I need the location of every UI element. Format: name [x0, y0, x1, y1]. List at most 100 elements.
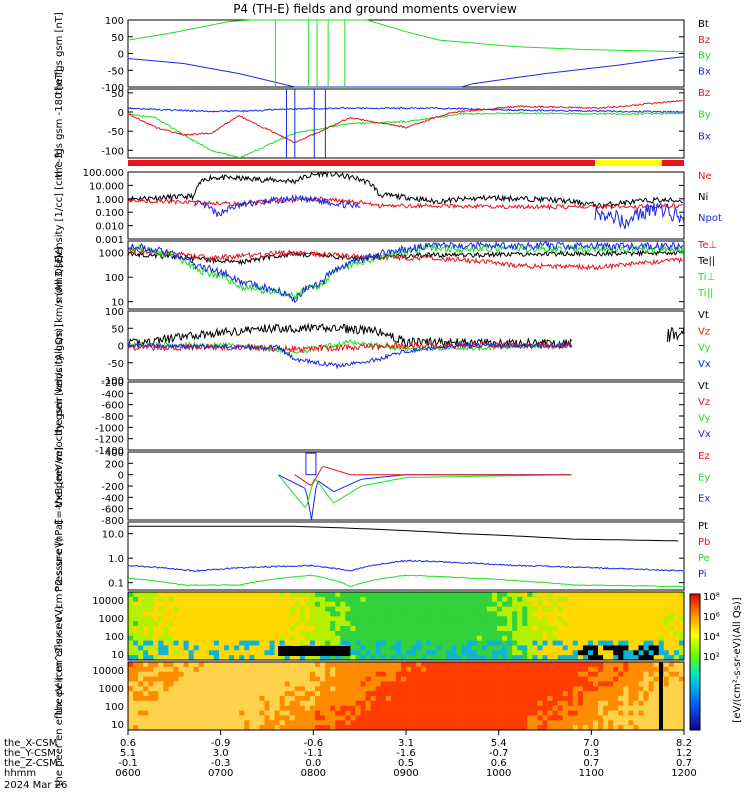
spectrogram-cell [678, 645, 685, 651]
spectrogram-cell [198, 650, 205, 656]
spectrogram-cell [395, 705, 402, 711]
spectrogram-cell [532, 655, 538, 661]
x-axis-value: 0700 [208, 768, 233, 779]
spectrogram-cell [153, 655, 159, 661]
spectrogram-cell [365, 725, 372, 731]
spectrogram-cell [183, 715, 190, 721]
spectrogram-cell [203, 640, 210, 646]
spectrogram-cell [486, 645, 493, 651]
spectrogram-cell [198, 606, 205, 612]
spectrogram-cell [547, 655, 553, 661]
spectrogram-cell [678, 671, 685, 677]
spectrogram-cell [507, 700, 513, 707]
spectrogram-cell [158, 592, 164, 598]
spectrogram-cell [446, 596, 452, 603]
spectrogram-cell [451, 676, 457, 682]
spectrogram-cell [133, 671, 139, 677]
spectrogram-cell [259, 635, 265, 641]
spectrogram-cell [193, 662, 200, 668]
spectrogram-cell [299, 606, 306, 612]
spectrogram-cell [244, 592, 250, 598]
spectrogram-cell [426, 676, 432, 682]
x-axis-value: 1200 [671, 768, 696, 779]
y-tick-label: 100 [105, 307, 124, 318]
spectrogram-cell [375, 626, 382, 632]
spectrogram-cell [643, 676, 650, 682]
spectrogram-cell [542, 710, 548, 716]
spectrogram-cell [395, 650, 402, 656]
spectrogram-cell [416, 596, 422, 603]
legend-Vt: Vt [698, 310, 709, 321]
spectrogram-cell [259, 621, 265, 627]
spectrogram-cell [153, 616, 159, 622]
spectrogram-cell [491, 710, 498, 716]
spectrogram-cell [173, 700, 179, 707]
spectrogram-cell [512, 616, 518, 622]
spectrogram-cell [668, 705, 675, 711]
series-By [127, 19, 685, 53]
spectrogram-cell [309, 621, 316, 627]
spectrogram-cell [406, 606, 412, 612]
spectrogram-cell [138, 681, 144, 687]
spectrogram-cell [350, 592, 356, 598]
spectrogram-cell [385, 700, 392, 707]
spectrogram-cell [557, 635, 564, 641]
spectrogram-cell [158, 640, 164, 646]
spectrogram-cell [577, 691, 584, 697]
spectrogram-cell [623, 691, 629, 697]
spectrogram-cell [587, 710, 594, 716]
spectrogram-cell [138, 662, 144, 668]
spectrogram-cell [608, 720, 614, 726]
spectrogram-cell [299, 715, 306, 721]
spectrogram-cell [502, 630, 508, 637]
spectrogram-cell [229, 640, 235, 646]
spectrogram-cell [406, 635, 412, 641]
spectrogram-cell [451, 662, 457, 668]
spectrogram-cell [481, 611, 488, 617]
spectrogram-cell [436, 621, 442, 627]
spectrogram-cell [547, 645, 553, 651]
spectrogram-cell [340, 686, 346, 692]
spectrogram-cell [481, 710, 488, 716]
spectrogram-cell [390, 616, 397, 622]
spectrogram-cell [173, 686, 179, 692]
spectrogram-cell [213, 691, 220, 697]
spectrogram-cell [623, 666, 629, 673]
spectrogram-cell [355, 621, 361, 627]
spectrogram-cell [552, 645, 559, 651]
spectrogram-cell [572, 640, 579, 646]
spectrogram-cell [537, 671, 543, 677]
spectrogram-cell [355, 606, 361, 612]
spectrogram-cell [441, 696, 447, 702]
spectrogram-cell [173, 676, 179, 682]
spectrogram-cell [360, 671, 366, 677]
panel-frame [127, 591, 685, 661]
spectrogram-cell [330, 621, 336, 627]
spectrogram-cell [461, 650, 468, 656]
spectrogram-cell [138, 720, 144, 726]
spectrogram-cell [264, 700, 270, 707]
spectrogram-cell [603, 691, 609, 697]
spectrogram-cell [603, 645, 609, 651]
spectrogram-cell [178, 710, 184, 716]
spectrogram-cell [259, 715, 265, 721]
spectrogram-cell [239, 705, 245, 711]
spectrogram-cell [502, 606, 508, 612]
spectrogram-cell [471, 676, 478, 682]
spectrogram-cell [476, 676, 483, 682]
spectrogram-cell [158, 650, 164, 656]
spectrogram-cell [168, 601, 174, 607]
spectrogram-cell [512, 621, 518, 627]
spectrogram-cell [284, 666, 291, 673]
spectrogram-cell [284, 696, 291, 702]
y-tick-label: -400 [101, 493, 124, 504]
spectrogram-cell [537, 596, 543, 603]
spectrogram-cell [466, 676, 473, 682]
spectrogram-cell [218, 616, 225, 622]
spectrogram-cell [330, 596, 336, 603]
spectrogram-cell [572, 621, 579, 627]
spectrogram-cell [198, 696, 205, 702]
spectrogram-cell [456, 720, 462, 726]
spectrogram-cell [496, 662, 503, 668]
